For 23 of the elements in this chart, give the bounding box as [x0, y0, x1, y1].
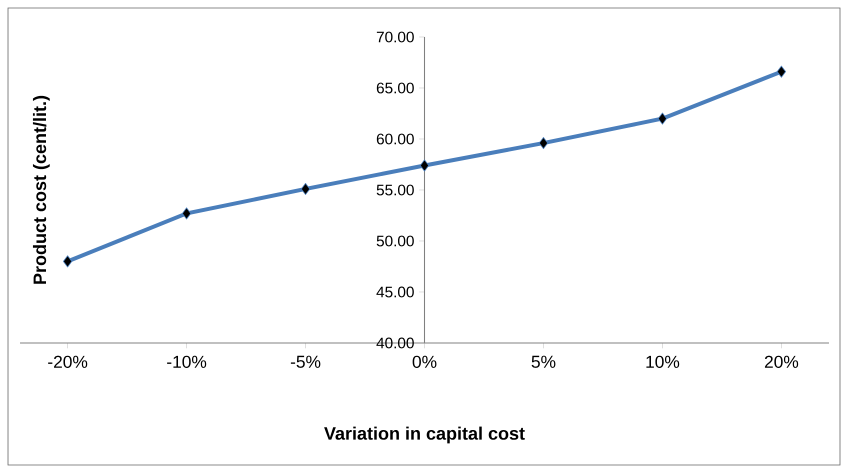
x-tick-label: -10%: [167, 356, 206, 368]
y-tick-label: 65.00: [376, 82, 414, 94]
x-tick-label: -20%: [48, 356, 88, 368]
point: [658, 112, 668, 125]
y-tick-label: 50.00: [376, 236, 414, 246]
y-tick-label: 40.00: [376, 338, 414, 348]
x-tick-label: 20%: [764, 356, 798, 368]
y-tick-label: 70.00: [376, 32, 414, 42]
point: [63, 255, 72, 268]
point: [300, 182, 310, 195]
point: [538, 137, 548, 150]
x-tick-label: 5%: [532, 356, 556, 368]
y-tick-label: 60.00: [376, 134, 414, 144]
x-tick-label: 10%: [646, 356, 680, 368]
y-tick-label: 55.00: [376, 184, 414, 196]
x-axis-title: Variation in capital cost: [324, 426, 525, 444]
point: [776, 66, 786, 78]
point: [182, 207, 192, 220]
point: [420, 160, 430, 172]
y-tick-label: 45.00: [376, 286, 414, 298]
x-tick-label: 0%: [412, 356, 436, 368]
y-axis-title: Product cost (cent/lit.): [32, 96, 50, 284]
x-tick-label: -5%: [290, 356, 320, 368]
